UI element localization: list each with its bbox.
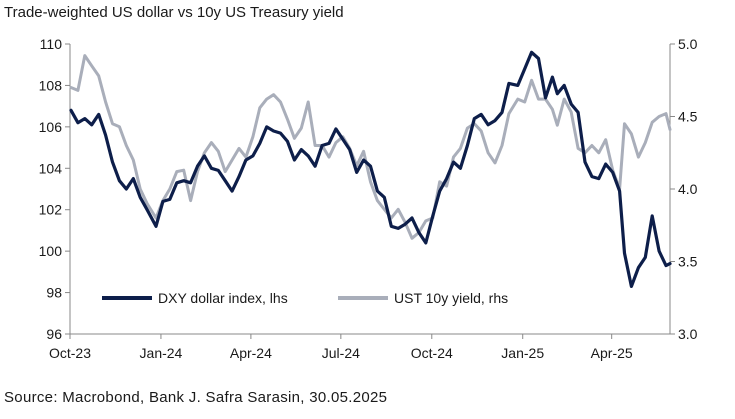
y-right-tick-label: 4.5 <box>678 109 698 125</box>
legend-item-dxy: DXY dollar index, lhs <box>102 290 288 306</box>
legend: DXY dollar index, lhs UST 10y yield, rhs <box>102 290 508 306</box>
x-tick-label: Oct-23 <box>49 345 91 361</box>
y-right-tick-label: 3.0 <box>678 326 698 342</box>
axes: 96 98 100 102 104 106 108 110 3.0 3.5 4.0 4.5 5.0 Oct… <box>39 36 698 361</box>
x-tick-label: Jul-24 <box>322 345 360 361</box>
y-left-tick-label: 100 <box>39 243 63 259</box>
y-left-tick-label: 96 <box>46 326 62 342</box>
y-right-tick-label: 5.0 <box>678 36 698 52</box>
x-tick-label: Jan-25 <box>501 345 544 361</box>
legend-item-ust10y: UST 10y yield, rhs <box>338 290 508 306</box>
legend-label: UST 10y yield, rhs <box>394 290 508 306</box>
y-right-tick-label: 3.5 <box>678 254 698 270</box>
y-left-tick-label: 102 <box>39 202 63 218</box>
y-left-tick-label: 104 <box>39 160 63 176</box>
y-left-tick-label: 110 <box>40 36 63 52</box>
x-tick-label: Jan-24 <box>140 345 183 361</box>
x-tick-label: Apr-25 <box>591 345 633 361</box>
series-line-dxy <box>69 50 672 288</box>
series-lines <box>69 50 672 288</box>
series-line-ust10y <box>69 54 672 240</box>
y-left-tick-label: 106 <box>39 119 63 135</box>
chart-title: Trade-weighted US dollar vs 10y US Treas… <box>4 4 344 21</box>
legend-label: DXY dollar index, lhs <box>158 290 288 306</box>
y-right-tick-label: 4.0 <box>678 181 698 197</box>
x-tick-label: Apr-24 <box>230 345 272 361</box>
x-tick-label: Oct-24 <box>411 345 453 361</box>
source-note: Source: Macrobond, Bank J. Safra Sarasin… <box>4 389 388 406</box>
y-left-tick-label: 98 <box>46 285 62 301</box>
y-left-tick-label: 108 <box>39 77 63 93</box>
